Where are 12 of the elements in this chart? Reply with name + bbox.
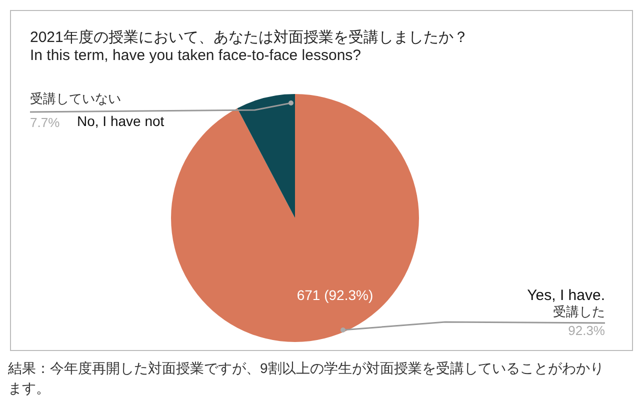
text: Yes, I have.	[527, 287, 605, 304]
pie-slice	[171, 94, 419, 342]
text: 結果：今年度再開した対面授業ですが、9割以上の学生が対面授業を受講していることがわかります。	[8, 359, 605, 398]
data-label: 671 (92.3%)	[296, 287, 374, 303]
slice-label: 受講した	[553, 304, 605, 319]
chart-title: 2021年度の授業において、あなたは対面授業を受講しましたか？	[30, 29, 468, 46]
slice-label: 受講していない	[30, 91, 121, 106]
pie-slice	[237, 94, 295, 218]
text: 92.3%	[568, 323, 606, 338]
text: 7.7%	[30, 115, 60, 130]
text: No, I have not	[77, 113, 164, 129]
chart-subtitle: In this term, have you taken face-to-face lessons?	[30, 47, 362, 64]
